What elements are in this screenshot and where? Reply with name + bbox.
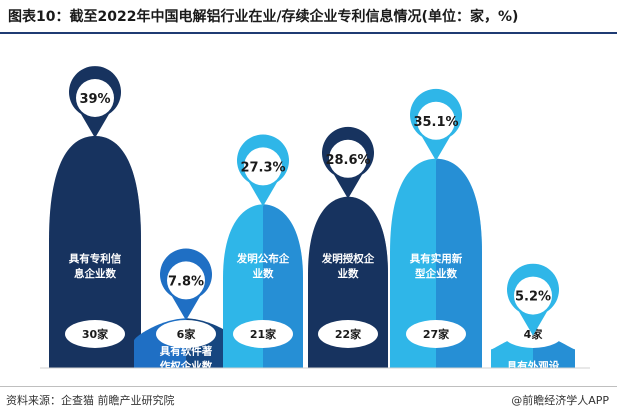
percent-label: 5.2% <box>515 290 551 305</box>
percent-label: 39% <box>79 92 110 107</box>
percent-label: 28.6% <box>325 153 370 168</box>
category-label: 具有实用新 <box>409 252 463 265</box>
category-label: 息企业数 <box>74 267 116 280</box>
count-label: 27家 <box>423 327 450 341</box>
footer-divider <box>0 386 617 387</box>
category-label: 发明授权企 <box>321 252 375 265</box>
brand-credit: @前瞻经济学人APP <box>511 392 609 408</box>
count-label: 30家 <box>82 327 109 341</box>
category-label: 作权企业数 <box>160 359 213 372</box>
chart: 具有专利信息企业数30家39%具有软件著作权企业数6家7.8%发明公布企业数21… <box>0 0 617 420</box>
category-label: 具有外观设 <box>506 360 560 373</box>
percent-label: 27.3% <box>240 160 285 175</box>
category-label: 业数 <box>253 267 274 280</box>
bar-group-6: 具有外观设计企业数4家5.2% <box>491 264 575 388</box>
category-label: 发明公布企 <box>236 252 290 265</box>
category-label: 业数 <box>338 267 359 280</box>
count-label: 6家 <box>177 327 197 341</box>
category-label: 型企业数 <box>415 267 457 280</box>
count-label: 22家 <box>335 327 362 341</box>
source-note: 资料来源：企查猫 前瞻产业研究院 <box>6 392 175 408</box>
count-label: 21家 <box>250 327 277 341</box>
category-label: 具有专利信 <box>68 252 122 265</box>
percent-label: 7.8% <box>168 274 204 289</box>
percent-label: 35.1% <box>413 115 458 130</box>
